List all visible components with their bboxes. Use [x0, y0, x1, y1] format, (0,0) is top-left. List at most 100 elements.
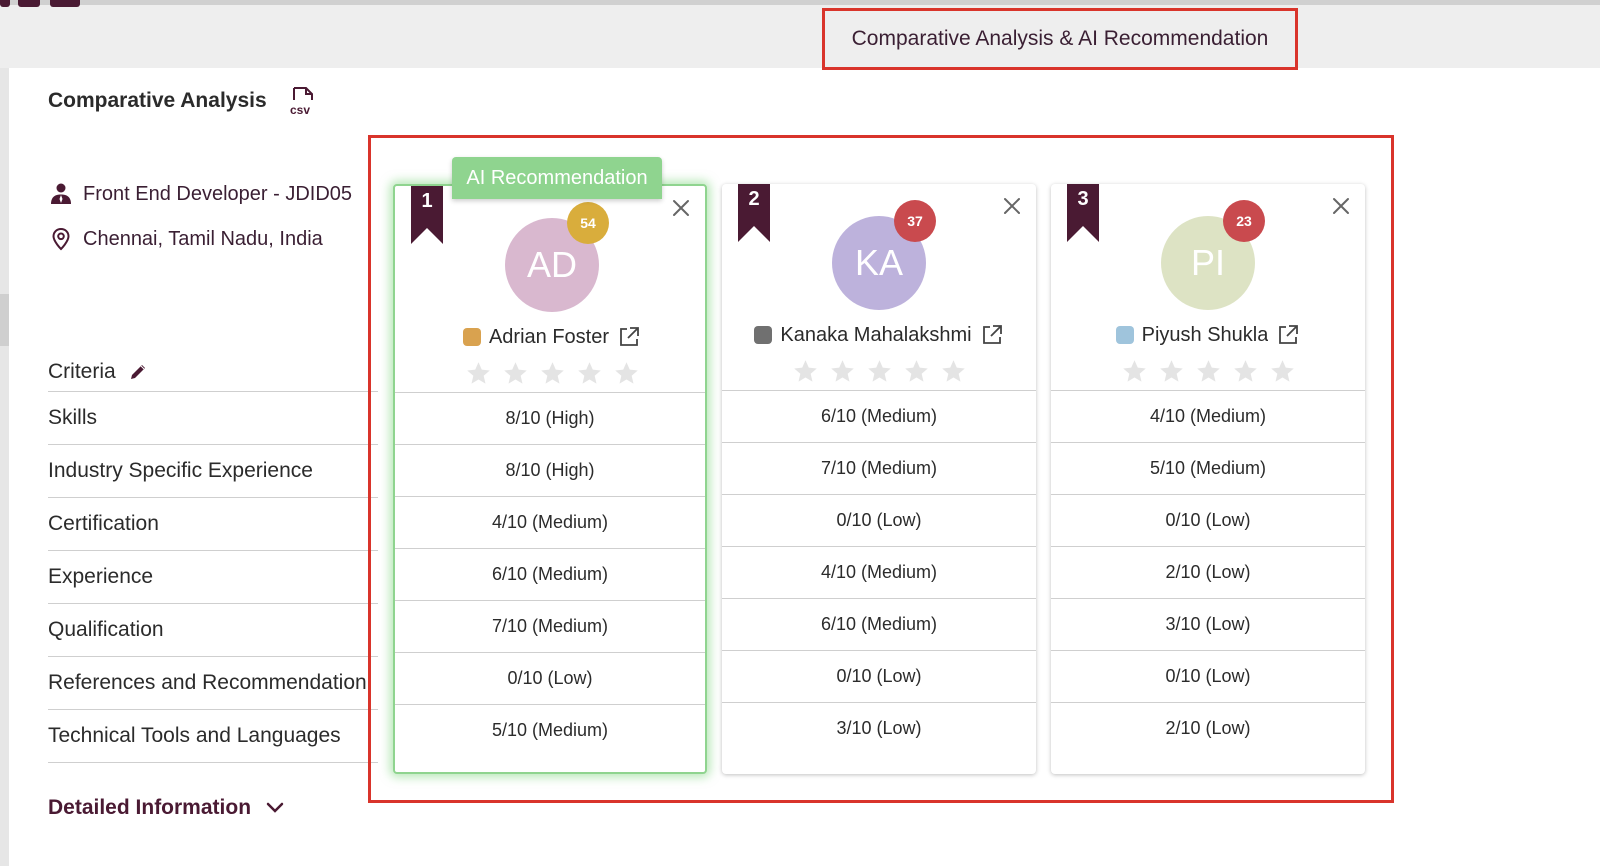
star-icon[interactable]: [539, 360, 566, 394]
candidate-name-line: Adrian Foster: [395, 322, 709, 352]
scroll-knob[interactable]: [0, 294, 9, 346]
score-cell: 4/10 (Medium): [1051, 390, 1365, 442]
score-cell: 8/10 (High): [395, 444, 705, 496]
status-dot: [462, 328, 481, 346]
star-icon[interactable]: [576, 360, 603, 394]
candidate-card: 3 PI 23 Piyush Shukla 4/10 (Medium) 5/10 (Med…: [1051, 184, 1365, 774]
star-icon[interactable]: [613, 360, 640, 394]
close-icon[interactable]: [671, 198, 691, 218]
rank-ribbon-icon: [411, 186, 443, 244]
close-icon[interactable]: [1002, 196, 1022, 216]
score-badge: 54: [567, 202, 609, 244]
score-value: 0/10 (Low): [507, 668, 593, 688]
score-value: 0/10 (Low): [1165, 510, 1251, 530]
comparison-highlight-box: [368, 135, 1394, 803]
criteria-label: Skills: [48, 406, 98, 429]
job-title-line: Front End Developer - JDID05: [48, 180, 352, 208]
candidate-name: Kanaka Mahalakshmi: [780, 323, 972, 346]
score-cell: 0/10 (Low): [722, 650, 1036, 702]
score-cell: 2/10 (Low): [1051, 546, 1365, 598]
criteria-row: Industry Specific Experience: [48, 445, 378, 498]
score-cell: 0/10 (Low): [395, 652, 705, 704]
star-icon[interactable]: [1158, 358, 1185, 392]
criteria-row: Certification: [48, 498, 378, 551]
score-badge: 23: [1223, 200, 1265, 242]
score-value: 5/10 (Medium): [1149, 458, 1267, 478]
score-value: 0/10 (Low): [836, 510, 922, 530]
score-value: 7/10 (Medium): [491, 616, 609, 636]
criteria-label: Qualification: [48, 618, 164, 641]
star-icon[interactable]: [465, 360, 492, 394]
rank-number: 2: [748, 188, 760, 210]
star-icon[interactable]: [792, 358, 819, 392]
star-icon[interactable]: [866, 358, 893, 392]
csv-export-icon[interactable]: csv: [289, 86, 317, 117]
criteria-row: Technical Tools and Languages: [48, 710, 378, 763]
job-location: Chennai, Tamil Nadu, India: [83, 227, 323, 250]
page-title: Comparative Analysis: [48, 89, 267, 112]
star-icon[interactable]: [1269, 358, 1296, 392]
score-cell: 4/10 (Medium): [722, 546, 1036, 598]
star-icon[interactable]: [903, 358, 930, 392]
score-value: 0/10 (Low): [1165, 666, 1251, 686]
user-tie-icon: [48, 181, 74, 207]
star-rating[interactable]: [722, 358, 1036, 392]
score-value: 6/10 (Medium): [820, 406, 938, 426]
tab-comparative-analysis[interactable]: Comparative Analysis & AI Recommendation: [822, 8, 1298, 70]
star-icon[interactable]: [1232, 358, 1259, 392]
score-cell: 6/10 (Medium): [722, 598, 1036, 650]
star-rating[interactable]: [395, 360, 709, 394]
score-cell: 8/10 (High): [395, 392, 705, 444]
score-value: 6/10 (Medium): [491, 564, 609, 584]
score-cell: 7/10 (Medium): [722, 442, 1036, 494]
score-cell: 3/10 (Low): [1051, 598, 1365, 650]
csv-icon-text: csv: [290, 103, 310, 116]
criteria-label: Experience: [48, 565, 154, 588]
criteria-header: Criteria: [48, 352, 378, 392]
external-link-icon[interactable]: [980, 323, 1004, 347]
star-icon[interactable]: [1121, 358, 1148, 392]
ai-recommendation-tag: AI Recommendation: [452, 157, 662, 199]
edit-pencil-icon[interactable]: [128, 362, 148, 382]
rank-ribbon-icon: [1067, 184, 1099, 242]
left-scroll-edge[interactable]: [0, 68, 9, 866]
rank-number: 1: [421, 190, 433, 212]
score-value: 6/10 (Medium): [820, 614, 938, 634]
rank-number: 3: [1077, 188, 1089, 210]
criteria-label: References and Recommendation: [48, 671, 367, 694]
status-dot: [1115, 326, 1134, 344]
external-link-icon[interactable]: [617, 325, 641, 349]
score-value: 3/10 (Low): [836, 718, 922, 738]
score-badge: 37: [894, 200, 936, 242]
score-value: 2/10 (Low): [1165, 718, 1251, 738]
score-value: 0/10 (Low): [836, 666, 922, 686]
criteria-label: Technical Tools and Languages: [48, 724, 341, 747]
criteria-label: Industry Specific Experience: [48, 459, 313, 482]
score-cell: 5/10 (Medium): [1051, 442, 1365, 494]
star-icon[interactable]: [829, 358, 856, 392]
logo-fragment: [0, 0, 80, 8]
score-cell: 0/10 (Low): [722, 494, 1036, 546]
external-link-icon[interactable]: [1276, 323, 1300, 347]
criteria-row: Qualification: [48, 604, 378, 657]
candidate-name: Adrian Foster: [488, 325, 610, 348]
star-icon[interactable]: [502, 360, 529, 394]
star-icon[interactable]: [1195, 358, 1222, 392]
score-value: 8/10 (High): [505, 460, 595, 480]
score-cell: 4/10 (Medium): [395, 496, 705, 548]
criteria-header-label: Criteria: [48, 359, 116, 383]
star-icon[interactable]: [940, 358, 967, 392]
criteria-row: Experience: [48, 551, 378, 604]
detailed-information-toggle[interactable]: Detailed Information: [48, 793, 285, 823]
score-value: 3/10 (Low): [1165, 614, 1251, 634]
criteria-row: References and Recommendation: [48, 657, 378, 710]
criteria-row: Skills: [48, 392, 378, 445]
chevron-down-icon: [265, 801, 285, 815]
detailed-information-label: Detailed Information: [48, 796, 252, 819]
candidate-card: 2 KA 37 Kanaka Mahalakshmi 6/10 (Medium) 7/10…: [722, 184, 1036, 774]
criteria-label: Certification: [48, 512, 159, 535]
candidate-name-line: Kanaka Mahalakshmi: [722, 320, 1036, 350]
close-icon[interactable]: [1331, 196, 1351, 216]
score-value: 4/10 (Medium): [1149, 406, 1267, 426]
star-rating[interactable]: [1051, 358, 1365, 392]
